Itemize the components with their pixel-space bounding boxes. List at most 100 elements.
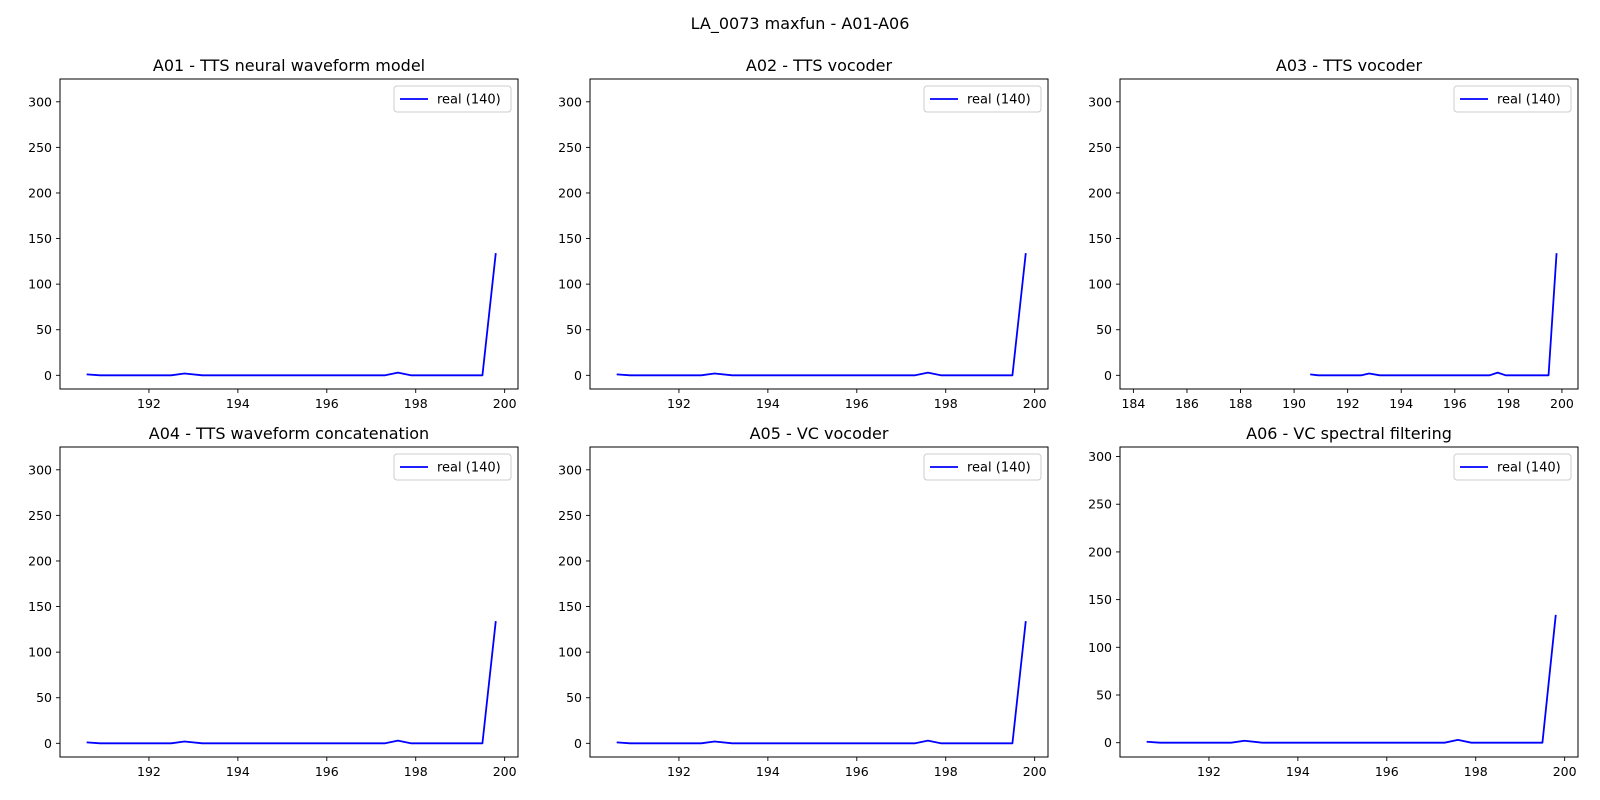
y-tick-label: 200	[28, 553, 52, 568]
y-tick-label: 50	[566, 690, 582, 705]
y-tick-label: 0	[44, 736, 52, 751]
subplot-title: A06 - VC spectral filtering	[1246, 424, 1452, 443]
legend-box	[1453, 453, 1572, 481]
legend: real (140)	[1453, 453, 1572, 481]
legend-label: real (140)	[437, 93, 501, 108]
series-line	[86, 621, 497, 745]
legend-label: real (140)	[967, 461, 1031, 476]
x-tick-label: 192	[1197, 764, 1221, 779]
subplot-4: A04 - TTS waveform concatenation 0 50 100 15…	[28, 424, 519, 779]
x-tick-label: 194	[756, 764, 780, 779]
x-tick-label: 200	[493, 396, 517, 411]
x-tick-label: 194	[226, 764, 250, 779]
y-tick-label: 250	[28, 140, 52, 155]
legend-box	[393, 453, 512, 481]
subplot-grid: A01 - TTS neural waveform model 0 50 100 150…	[28, 56, 1579, 779]
x-tick-label: 200	[1553, 764, 1577, 779]
subplot-1: A01 - TTS neural waveform model 0 50 100 150…	[28, 56, 519, 411]
y-tick-label: 200	[1088, 544, 1112, 559]
axes-frame	[589, 446, 1049, 758]
y-tick-label: 300	[558, 94, 582, 109]
series-line	[616, 253, 1027, 377]
x-tick-label: 196	[845, 764, 869, 779]
y-tick-label: 50	[1096, 322, 1112, 337]
x-tick-label: 200	[1550, 396, 1574, 411]
legend-box	[393, 85, 512, 113]
x-tick-label: 198	[934, 764, 958, 779]
x-tick-label: 194	[756, 396, 780, 411]
legend-label: real (140)	[1497, 461, 1561, 476]
y-tick-label: 0	[1104, 735, 1112, 750]
x-tick-label: 198	[1464, 764, 1488, 779]
subplot-title: A04 - TTS waveform concatenation	[149, 424, 429, 443]
x-tick-label: 184	[1121, 396, 1145, 411]
y-tick-label: 200	[28, 185, 52, 200]
x-tick-label: 192	[137, 764, 161, 779]
x-tick-label: 188	[1229, 396, 1253, 411]
axes-frame	[589, 78, 1049, 390]
legend: real (140)	[393, 453, 512, 481]
x-tick-label: 194	[226, 396, 250, 411]
legend-box	[923, 85, 1042, 113]
x-tick-label: 196	[1375, 764, 1399, 779]
subplot-title: A05 - VC vocoder	[750, 424, 889, 443]
subplot-2: A02 - TTS vocoder 0 50 100 150 200 250 300 192 19…	[558, 56, 1049, 411]
y-tick-label: 0	[1104, 368, 1112, 383]
y-tick-label: 50	[566, 322, 582, 337]
x-tick-label: 192	[1336, 396, 1360, 411]
x-tick-label: 196	[315, 764, 339, 779]
subplot-5: A05 - VC vocoder 0 50 100 150 200 250 300 192 194…	[558, 424, 1049, 779]
y-tick-label: 150	[28, 599, 52, 614]
series-line	[1146, 614, 1557, 744]
y-tick-label: 200	[558, 553, 582, 568]
y-tick-label: 250	[558, 508, 582, 523]
legend-label: real (140)	[437, 461, 501, 476]
y-tick-label: 200	[558, 185, 582, 200]
y-tick-label: 250	[1088, 497, 1112, 512]
y-tick-label: 200	[1088, 185, 1112, 200]
y-tick-label: 100	[28, 645, 52, 660]
axes-frame	[1119, 78, 1579, 390]
subplot-6: A06 - VC spectral filtering 0 50 100 150 200 2…	[1088, 424, 1579, 779]
x-tick-label: 198	[934, 396, 958, 411]
legend: real (140)	[923, 85, 1042, 113]
y-tick-label: 300	[1088, 94, 1112, 109]
x-tick-label: 198	[404, 764, 428, 779]
subplot-title: A02 - TTS vocoder	[746, 56, 893, 75]
x-tick-label: 200	[493, 764, 517, 779]
x-tick-label: 200	[1023, 396, 1047, 411]
y-tick-label: 50	[36, 690, 52, 705]
legend-label: real (140)	[1497, 93, 1561, 108]
legend: real (140)	[393, 85, 512, 113]
y-tick-label: 250	[1088, 140, 1112, 155]
x-tick-label: 196	[1443, 396, 1467, 411]
legend: real (140)	[1453, 85, 1572, 113]
y-tick-label: 150	[1088, 592, 1112, 607]
y-tick-label: 150	[558, 231, 582, 246]
x-tick-label: 194	[1286, 764, 1310, 779]
subplot-3: A03 - TTS vocoder 0 50 100 150 200 250 300 184 18…	[1088, 56, 1579, 411]
subplot-title: A03 - TTS vocoder	[1276, 56, 1423, 75]
series-line	[616, 621, 1027, 745]
x-tick-label: 192	[667, 396, 691, 411]
legend-box	[923, 453, 1042, 481]
y-tick-label: 300	[28, 94, 52, 109]
axes-frame	[1119, 446, 1579, 758]
x-tick-label: 190	[1282, 396, 1306, 411]
y-tick-label: 300	[1088, 449, 1112, 464]
axes-frame	[59, 78, 519, 390]
x-tick-label: 192	[667, 764, 691, 779]
y-tick-label: 0	[44, 368, 52, 383]
y-tick-label: 100	[28, 277, 52, 292]
y-tick-label: 100	[558, 645, 582, 660]
x-tick-label: 194	[1389, 396, 1413, 411]
y-tick-label: 250	[558, 140, 582, 155]
series-line	[1310, 253, 1558, 377]
y-tick-label: 0	[574, 736, 582, 751]
x-tick-label: 186	[1175, 396, 1199, 411]
legend: real (140)	[923, 453, 1042, 481]
y-tick-label: 150	[1088, 231, 1112, 246]
x-tick-label: 198	[404, 396, 428, 411]
